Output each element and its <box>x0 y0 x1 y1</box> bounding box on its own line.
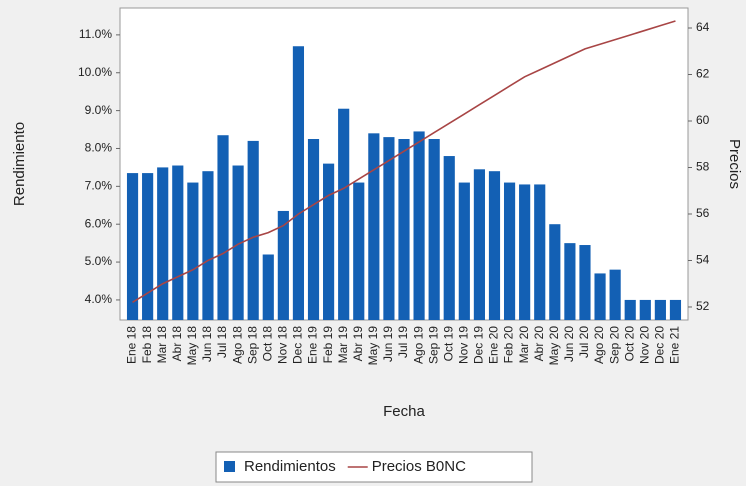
legend <box>215 451 533 483</box>
legend-label: Rendimientos <box>244 458 336 475</box>
y-tick-label: 7.0% <box>85 179 113 193</box>
line <box>132 20 676 304</box>
legend-swatch <box>224 461 235 472</box>
x-tick-label: Ago 19 <box>411 326 425 364</box>
bar <box>157 167 169 320</box>
x-tick-label: Ago 20 <box>592 326 606 364</box>
x-tick-label: Ene 20 <box>487 326 501 364</box>
bar <box>534 184 546 320</box>
x-tick-label: Dec 20 <box>653 326 667 364</box>
x-axis-label: Fecha <box>383 403 425 420</box>
x-tick-label: Jul 18 <box>215 326 229 358</box>
x-tick-label: Dec 18 <box>291 326 305 364</box>
bar <box>503 182 516 320</box>
x-tick-label: Ene 21 <box>668 326 682 364</box>
x-tick-label: Mar 20 <box>517 326 531 364</box>
x-tick-label: Jun 19 <box>381 326 395 362</box>
bar <box>519 184 531 320</box>
bar <box>443 156 455 320</box>
x-tick-label: Nov 19 <box>456 326 470 364</box>
x-tick-label: May 18 <box>185 326 199 366</box>
bar <box>579 245 591 320</box>
x-tick-label: Abr 20 <box>532 326 546 362</box>
y-tick-label: 5.0% <box>85 254 113 268</box>
y-tick-label: 6.0% <box>85 216 113 230</box>
x-tick-label: Sep 18 <box>245 326 259 364</box>
y-tick-label: 11.0% <box>79 27 112 41</box>
x-tick-label: Ene 18 <box>125 326 139 364</box>
bar <box>262 254 274 320</box>
bar <box>368 133 380 320</box>
x-tick-label: Feb 20 <box>502 326 516 364</box>
y2-tick-label: 58 <box>696 160 710 174</box>
x-tick-label: Mar 18 <box>155 326 169 364</box>
bar <box>458 182 470 320</box>
y-tick-label: 8.0% <box>85 141 113 155</box>
bar <box>473 169 485 320</box>
bar <box>142 173 154 320</box>
bar <box>609 269 621 320</box>
bar <box>338 108 350 320</box>
x-tick-label: May 19 <box>366 326 380 366</box>
bar <box>594 273 606 320</box>
bar <box>413 131 425 320</box>
bar <box>428 139 440 320</box>
bar <box>307 139 320 320</box>
y-tick-label: 10.0% <box>78 65 112 79</box>
x-tick-label: Abr 19 <box>351 326 365 362</box>
y2-tick-label: 62 <box>696 67 710 81</box>
legend-label: Precios B0NC <box>372 458 466 475</box>
bar <box>217 135 229 320</box>
bar <box>669 299 682 320</box>
y2-tick-label: 64 <box>696 20 710 34</box>
x-tick-label: Jun 20 <box>562 326 576 362</box>
x-tick-label: Oct 20 <box>622 326 636 362</box>
bar <box>549 224 561 320</box>
bar <box>398 139 410 320</box>
y-tick-label: 4.0% <box>85 292 113 306</box>
bar <box>277 210 289 320</box>
bar <box>353 182 365 320</box>
bar <box>126 173 139 320</box>
y-axis-label: Rendimiento <box>11 122 28 206</box>
x-tick-label: Jul 20 <box>577 326 591 358</box>
bar <box>654 299 666 320</box>
bar <box>232 165 244 320</box>
y2-tick-label: 56 <box>696 206 710 220</box>
y-tick-label: 9.0% <box>85 103 113 117</box>
bar <box>292 46 305 321</box>
bar <box>624 299 636 320</box>
x-tick-label: Oct 18 <box>260 326 274 362</box>
y2-tick-label: 54 <box>696 253 710 267</box>
x-tick-label: Jul 19 <box>396 326 410 358</box>
bar <box>383 137 395 320</box>
bar <box>564 243 576 320</box>
bar <box>639 299 651 320</box>
x-tick-label: Feb 19 <box>321 326 335 364</box>
y2-tick-label: 52 <box>696 299 710 313</box>
x-tick-label: Oct 19 <box>441 326 455 362</box>
bar <box>488 171 501 320</box>
x-tick-label: Jun 18 <box>200 326 214 362</box>
x-tick-label: Abr 18 <box>170 326 184 362</box>
x-tick-label: Nov 18 <box>276 326 290 364</box>
x-tick-label: May 20 <box>547 326 561 366</box>
bar <box>247 140 259 320</box>
x-tick-label: Mar 19 <box>336 326 350 364</box>
x-tick-label: Nov 20 <box>637 326 651 364</box>
x-tick-label: Ene 19 <box>306 326 320 364</box>
y2-tick-label: 60 <box>696 113 710 127</box>
bar <box>202 171 214 320</box>
bar <box>172 165 184 320</box>
y2-axis-label: Precios <box>726 139 743 189</box>
bar <box>187 182 199 320</box>
bar <box>323 163 335 320</box>
x-tick-label: Feb 18 <box>140 326 154 364</box>
x-tick-label: Ago 18 <box>230 326 244 364</box>
x-tick-label: Dec 19 <box>472 326 486 364</box>
x-tick-label: Sep 20 <box>607 326 621 364</box>
x-tick-label: Sep 19 <box>426 326 440 364</box>
